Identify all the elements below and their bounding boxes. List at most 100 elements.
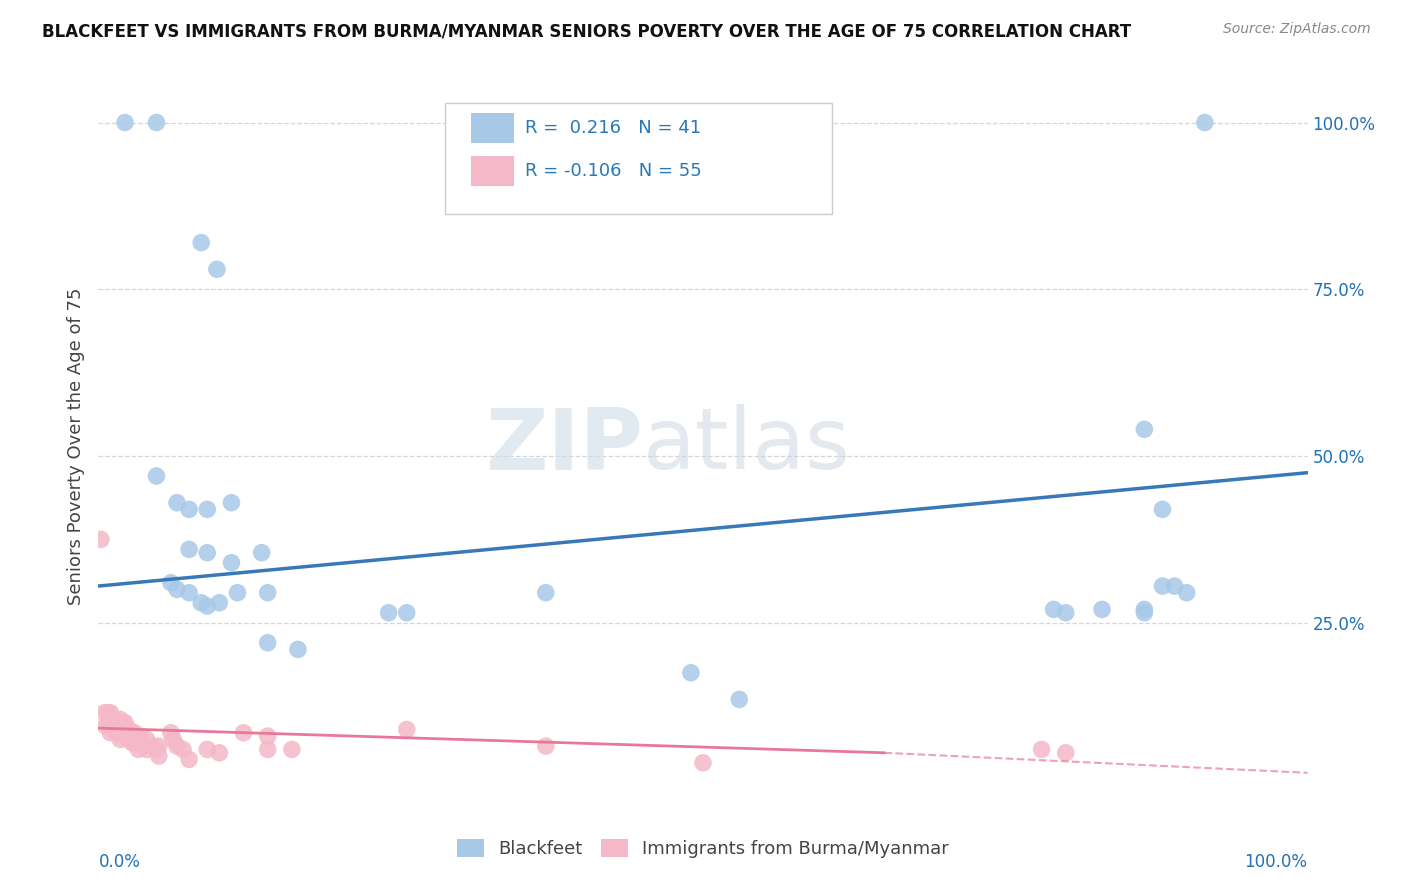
Point	[692, 756, 714, 770]
Point	[1175, 585, 1198, 599]
Point	[97, 706, 120, 720]
Point	[111, 715, 134, 730]
Point	[134, 739, 156, 753]
FancyBboxPatch shape	[471, 112, 515, 143]
Point	[98, 715, 121, 730]
Point	[177, 542, 201, 557]
Point	[534, 585, 557, 599]
FancyBboxPatch shape	[446, 103, 832, 214]
Point	[377, 606, 399, 620]
Point	[208, 596, 231, 610]
Point	[1042, 602, 1064, 616]
Point	[177, 585, 201, 599]
Point	[205, 262, 228, 277]
Point	[395, 606, 418, 620]
Point	[162, 732, 184, 747]
Point	[124, 725, 146, 739]
Point	[105, 715, 128, 730]
Point	[1054, 746, 1077, 760]
Point	[160, 725, 183, 739]
Point	[256, 729, 278, 743]
Point	[1054, 606, 1077, 620]
Point	[105, 725, 128, 739]
Point	[1031, 742, 1053, 756]
Point	[100, 725, 122, 739]
Point	[129, 732, 152, 747]
Point	[114, 115, 136, 129]
Point	[108, 713, 131, 727]
Point	[145, 742, 167, 756]
Text: atlas: atlas	[643, 404, 851, 488]
Point	[160, 575, 183, 590]
Point	[145, 469, 167, 483]
Point	[93, 706, 115, 720]
Point	[101, 723, 124, 737]
Point	[287, 642, 309, 657]
Point	[1152, 579, 1174, 593]
Point	[195, 502, 218, 516]
Point	[208, 746, 231, 760]
Point	[190, 235, 212, 250]
Point	[177, 752, 201, 766]
Point	[281, 742, 304, 756]
Point	[195, 546, 218, 560]
Point	[135, 732, 157, 747]
Text: 100.0%: 100.0%	[1244, 853, 1308, 871]
Point	[534, 739, 557, 753]
Point	[108, 732, 131, 747]
Point	[1133, 422, 1156, 436]
Point	[256, 636, 278, 650]
Point	[114, 715, 136, 730]
Point	[221, 496, 243, 510]
Point	[111, 725, 134, 739]
Point	[166, 496, 188, 510]
Point	[1133, 606, 1156, 620]
Point	[166, 739, 188, 753]
Point	[127, 742, 149, 756]
Text: Source: ZipAtlas.com: Source: ZipAtlas.com	[1223, 22, 1371, 37]
Point	[232, 725, 254, 739]
Point	[256, 585, 278, 599]
Point	[124, 736, 146, 750]
Point	[166, 582, 188, 597]
Text: R =  0.216   N = 41: R = 0.216 N = 41	[526, 119, 702, 136]
Point	[1194, 115, 1216, 129]
Point	[142, 739, 165, 753]
Point	[1152, 502, 1174, 516]
Text: 0.0%: 0.0%	[98, 853, 141, 871]
Text: ZIP: ZIP	[485, 404, 643, 488]
Point	[256, 742, 278, 756]
Point	[114, 725, 136, 739]
Point	[250, 546, 273, 560]
Point	[148, 749, 170, 764]
Point	[108, 723, 131, 737]
Point	[148, 739, 170, 753]
Point	[226, 585, 249, 599]
Point	[94, 719, 117, 733]
Point	[195, 742, 218, 756]
Point	[728, 692, 751, 706]
Point	[121, 736, 143, 750]
Point	[135, 742, 157, 756]
Point	[395, 723, 418, 737]
Point	[100, 715, 122, 730]
Point	[679, 665, 702, 680]
Text: BLACKFEET VS IMMIGRANTS FROM BURMA/MYANMAR SENIORS POVERTY OVER THE AGE OF 75 CO: BLACKFEET VS IMMIGRANTS FROM BURMA/MYANM…	[42, 22, 1132, 40]
Point	[190, 596, 212, 610]
Point	[100, 706, 122, 720]
Point	[118, 723, 141, 737]
Point	[101, 713, 124, 727]
Point	[90, 533, 112, 547]
FancyBboxPatch shape	[471, 155, 515, 186]
Text: R = -0.106   N = 55: R = -0.106 N = 55	[526, 161, 702, 179]
Y-axis label: Seniors Poverty Over the Age of 75: Seniors Poverty Over the Age of 75	[66, 287, 84, 605]
Point	[121, 725, 143, 739]
Point	[1133, 602, 1156, 616]
Point	[1163, 579, 1185, 593]
Point	[145, 115, 167, 129]
Point	[118, 732, 141, 747]
Point	[127, 732, 149, 747]
Point	[172, 742, 194, 756]
Point	[1091, 602, 1114, 616]
Point	[177, 502, 201, 516]
